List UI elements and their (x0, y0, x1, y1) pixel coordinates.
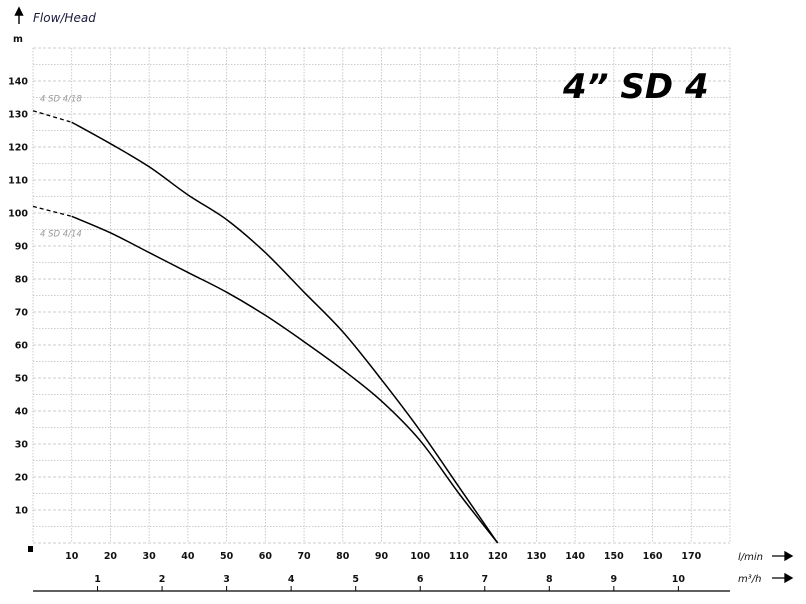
y-tick-label: 140 (8, 77, 28, 88)
x-tick-label: 30 (143, 551, 157, 562)
grid (32, 47, 731, 544)
x-unit-label: l/min (738, 552, 763, 563)
y-tick-label: 30 (15, 440, 29, 451)
x-tick-label: 160 (643, 551, 663, 562)
x-tick-label: 10 (65, 551, 79, 562)
x2-tick-label: 8 (546, 574, 553, 585)
series-dashed-segment (32, 205, 72, 217)
series-label: 4 SD 4/14 (40, 229, 82, 239)
series-label: 4 SD 4/18 (40, 95, 82, 105)
y-tick-label: 60 (15, 341, 29, 352)
series-dashed-segment (32, 110, 72, 123)
y-tick-label: 50 (15, 374, 29, 385)
y-tick-label: 10 (15, 506, 29, 517)
series-line (71, 215, 499, 544)
y-tick-label: 70 (15, 308, 29, 319)
y-axis-arrow-icon (14, 6, 24, 24)
x2-tick-label: 5 (352, 574, 359, 585)
x-tick-label: 70 (297, 551, 311, 562)
series-labels: 4 SD 4/18 4 SD 4/14 (40, 95, 82, 240)
x2-tick-label: 9 (611, 574, 618, 585)
x2-tick-label: 6 (417, 574, 424, 585)
x-tick-label: 130 (526, 551, 546, 562)
y-tick-label: 130 (8, 110, 28, 121)
y-tick-labels: 10 20 30 40 50 60 70 80 90 100 110 120 130 140 (8, 77, 28, 517)
y-axis-label: Flow/Head (33, 11, 96, 25)
series-line (71, 121, 499, 544)
y-tick-label: 40 (15, 407, 29, 418)
x2-axis-arrow-icon (772, 572, 794, 584)
y-unit-label: m (13, 34, 23, 45)
x2-tick-label: 3 (223, 574, 230, 585)
x-tick-label: 170 (681, 551, 701, 562)
y-tick-label: 110 (8, 176, 28, 187)
x2-tick-label: 4 (288, 574, 295, 585)
x-tick-label: 50 (220, 551, 234, 562)
y-tick-label: 90 (15, 242, 29, 253)
y-tick-label: 20 (15, 473, 29, 484)
x-tick-label: 150 (604, 551, 624, 562)
y-tick-label: 80 (15, 275, 29, 286)
x-axis-arrow-icon (772, 550, 794, 562)
curves (32, 110, 499, 544)
y-tick-label: 120 (8, 143, 28, 154)
x2-unit-label: m³/h (738, 574, 761, 585)
x2-tick-label: 7 (481, 574, 488, 585)
x-tick-label: 60 (259, 551, 273, 562)
x-tick-label: 120 (488, 551, 508, 562)
x-tick-label: 80 (336, 551, 350, 562)
x-tick-label: 20 (104, 551, 118, 562)
y-tick-label: 100 (8, 209, 28, 220)
origin-marker (28, 546, 33, 552)
x-tick-label: 140 (565, 551, 585, 562)
x2-tick-label: 1 (94, 574, 101, 585)
x2-tick-label: 10 (672, 574, 686, 585)
x-tick-label: 110 (449, 551, 469, 562)
chart-title: 4” SD 4 (562, 67, 709, 107)
x-tick-label: 40 (181, 551, 195, 562)
x-tick-labels: 10 20 30 40 50 60 70 80 90 100 110 120 130 140 150 160 1… (65, 551, 701, 562)
x-tick-label: 100 (410, 551, 430, 562)
x2-axis: 1 2 3 4 5 6 7 8 9 10 (33, 574, 730, 592)
x2-tick-label: 2 (159, 574, 166, 585)
x-tick-label: 90 (375, 551, 389, 562)
